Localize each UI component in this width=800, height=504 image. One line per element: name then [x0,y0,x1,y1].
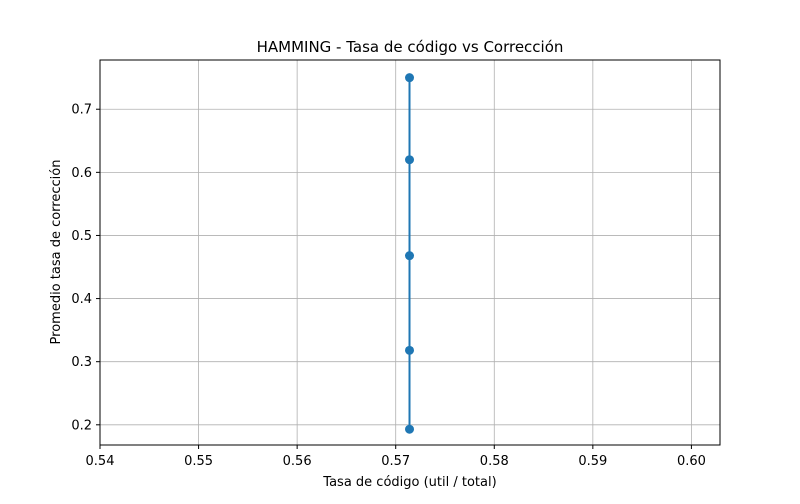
data-point [405,345,415,355]
plot-frame [99,59,721,446]
y-tick-label: 0.2 [71,418,92,433]
x-tick-label: 0.60 [677,454,706,469]
x-tick-label: 0.56 [283,454,312,469]
y-tick-label: 0.5 [71,229,92,244]
x-tick-label: 0.54 [86,454,115,469]
y-tick-label: 0.7 [71,103,92,118]
x-tick-label: 0.58 [480,454,509,469]
y-tick-label: 0.3 [71,355,92,370]
y-axis-label: Promedio tasa de corrección [49,160,64,345]
data-point [405,251,415,261]
data-point [405,155,415,165]
x-tick-label: 0.55 [184,454,213,469]
x-tick-label: 0.57 [381,454,410,469]
x-tick-label: 0.59 [578,454,607,469]
y-tick-label: 0.6 [71,166,92,181]
data-point [405,424,415,434]
data-point [405,73,415,83]
series-layer [405,73,415,434]
axis-ticks: 0.54 0.55 0.56 0.57 0.58 0.59 0.60 0.2 0.3 0.4 0.5… [71,103,706,469]
chart-title: HAMMING - Tasa de código vs Corrección [257,38,564,56]
x-axis-label: Tasa de código (util / total) [322,475,496,490]
y-tick-label: 0.4 [71,292,92,307]
